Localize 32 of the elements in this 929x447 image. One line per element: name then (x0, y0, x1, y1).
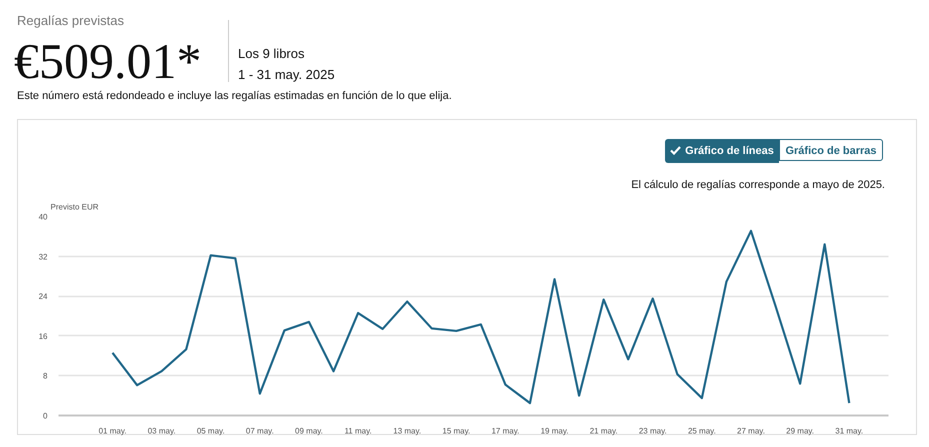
x-tick-label: 29 may. (786, 426, 814, 436)
text: Este número está redondeado e incluye las regalías estimadas en función de lo que elija. (17, 89, 452, 104)
x-tick-label: 07 may. (246, 426, 274, 436)
y-tick-label: 16 (38, 332, 48, 341)
line-series (111, 230, 850, 404)
x-tick-label: 23 may. (638, 426, 667, 436)
chart-subtitle: €509.01* (14, 33, 202, 89)
x-tick-label: 11 may. (344, 426, 372, 436)
x-tick-label: 27 may. (737, 426, 765, 436)
x-tick-label: 13 may. (393, 426, 422, 436)
y-axis-title: Previsto EUR (50, 202, 99, 212)
y-tick-label: 24 (38, 292, 48, 302)
text: 1 - 31 may. 2025 (238, 66, 335, 84)
x-tick-label: 05 may. (196, 426, 225, 436)
text: Gráfico de barras (779, 139, 883, 161)
y-tick-label: 40 (38, 212, 48, 222)
x-tick-label: 03 may. (148, 426, 176, 436)
x-tick-label: 21 may. (590, 426, 618, 436)
x-tick-label: 01 may. (98, 426, 126, 436)
y-tick-label: 8 (43, 372, 48, 381)
x-tick-label: 15 may. (442, 426, 470, 436)
y-tick-label: 32 (38, 252, 48, 262)
text: Los 9 libros (238, 45, 304, 63)
text: El cálculo de regalías corresponde a mayo de 2025. (631, 178, 885, 193)
chart-title: Regalías previstas (17, 12, 124, 30)
x-tick-label: 17 may. (491, 426, 520, 436)
y-tick-label: 0 (43, 412, 48, 420)
x-tick-label: 31 may. (835, 426, 864, 436)
x-tick-label: 25 may. (688, 426, 716, 436)
x-tick-label: 09 may. (295, 426, 323, 436)
text: Gráfico de líneas (665, 139, 779, 163)
x-tick-label: 19 may. (540, 426, 568, 436)
